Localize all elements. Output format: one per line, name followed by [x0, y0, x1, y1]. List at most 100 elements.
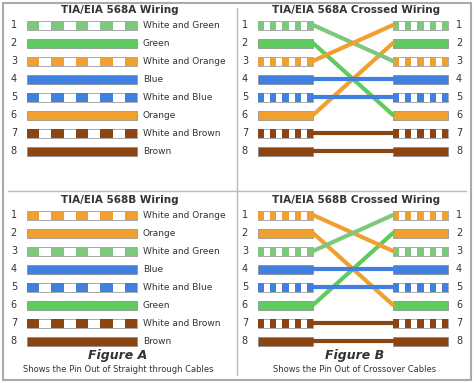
Bar: [258, 75, 313, 83]
Bar: [27, 319, 137, 327]
Text: 6: 6: [456, 110, 462, 120]
Bar: [270, 93, 276, 101]
Bar: [52, 211, 64, 219]
Text: 1: 1: [242, 20, 248, 30]
Bar: [258, 21, 313, 29]
Bar: [393, 247, 399, 255]
Bar: [283, 211, 289, 219]
Bar: [27, 247, 39, 255]
Bar: [76, 247, 88, 255]
Bar: [393, 93, 399, 101]
Text: White and Orange: White and Orange: [143, 57, 226, 65]
Text: White and Brown: White and Brown: [143, 319, 220, 327]
Bar: [442, 283, 448, 291]
Bar: [405, 129, 411, 137]
Bar: [125, 247, 137, 255]
Bar: [283, 247, 289, 255]
Bar: [429, 57, 436, 65]
Bar: [258, 229, 313, 237]
Bar: [393, 283, 399, 291]
Text: 2: 2: [242, 228, 248, 238]
Bar: [442, 247, 448, 255]
Text: 7: 7: [242, 318, 248, 328]
Text: Figure B: Figure B: [326, 349, 384, 362]
Bar: [52, 283, 64, 291]
Bar: [125, 319, 137, 327]
Bar: [27, 57, 39, 65]
Bar: [405, 247, 411, 255]
Bar: [27, 211, 39, 219]
Text: Shows the Pin Out of Crossover Cables: Shows the Pin Out of Crossover Cables: [273, 365, 437, 373]
Bar: [258, 129, 264, 137]
Bar: [295, 211, 301, 219]
Bar: [295, 319, 301, 327]
Bar: [76, 57, 88, 65]
Bar: [258, 247, 313, 255]
Bar: [258, 93, 264, 101]
Text: Green: Green: [143, 39, 171, 47]
Text: TIA/EIA 568A Crossed Wiring: TIA/EIA 568A Crossed Wiring: [272, 5, 440, 15]
Text: 4: 4: [11, 264, 17, 274]
Bar: [27, 93, 39, 101]
Bar: [405, 21, 411, 29]
Bar: [27, 283, 39, 291]
Bar: [393, 283, 448, 291]
Text: White and Brown: White and Brown: [143, 129, 220, 137]
Text: 5: 5: [11, 92, 17, 102]
Bar: [442, 57, 448, 65]
Bar: [442, 129, 448, 137]
Bar: [52, 247, 64, 255]
Bar: [307, 283, 313, 291]
Text: 3: 3: [242, 246, 248, 256]
Bar: [52, 319, 64, 327]
Bar: [405, 319, 411, 327]
Bar: [27, 93, 137, 101]
Bar: [76, 283, 88, 291]
Text: 8: 8: [242, 146, 248, 156]
Text: Green: Green: [143, 301, 171, 309]
Bar: [442, 211, 448, 219]
Bar: [76, 129, 88, 137]
Bar: [393, 75, 448, 83]
Bar: [429, 21, 436, 29]
Text: TIA/EIA 568A Wiring: TIA/EIA 568A Wiring: [61, 5, 179, 15]
Bar: [295, 21, 301, 29]
Text: Blue: Blue: [143, 75, 163, 83]
Bar: [429, 129, 436, 137]
Bar: [283, 21, 289, 29]
Bar: [27, 39, 137, 47]
Bar: [405, 93, 411, 101]
Text: 3: 3: [11, 56, 17, 66]
Bar: [405, 283, 411, 291]
Text: 7: 7: [456, 128, 462, 138]
Bar: [393, 57, 448, 65]
Bar: [393, 247, 448, 255]
Bar: [442, 21, 448, 29]
Bar: [283, 283, 289, 291]
Bar: [27, 337, 137, 345]
Bar: [258, 39, 313, 47]
Bar: [27, 147, 137, 155]
Bar: [27, 111, 137, 119]
Bar: [418, 283, 424, 291]
Text: 3: 3: [456, 56, 462, 66]
Bar: [100, 247, 112, 255]
Text: 6: 6: [456, 300, 462, 310]
Bar: [100, 129, 112, 137]
Text: 7: 7: [11, 318, 17, 328]
Text: 2: 2: [11, 228, 17, 238]
Bar: [393, 301, 448, 309]
Bar: [393, 229, 448, 237]
Bar: [307, 129, 313, 137]
Bar: [27, 21, 137, 29]
Bar: [52, 57, 64, 65]
Text: 3: 3: [11, 246, 17, 256]
Text: TIA/EIA 568B Crossed Wiring: TIA/EIA 568B Crossed Wiring: [272, 195, 440, 205]
Bar: [100, 93, 112, 101]
Bar: [258, 211, 264, 219]
Bar: [393, 21, 448, 29]
Bar: [307, 247, 313, 255]
Bar: [258, 57, 264, 65]
Text: 5: 5: [456, 282, 462, 292]
Bar: [307, 319, 313, 327]
